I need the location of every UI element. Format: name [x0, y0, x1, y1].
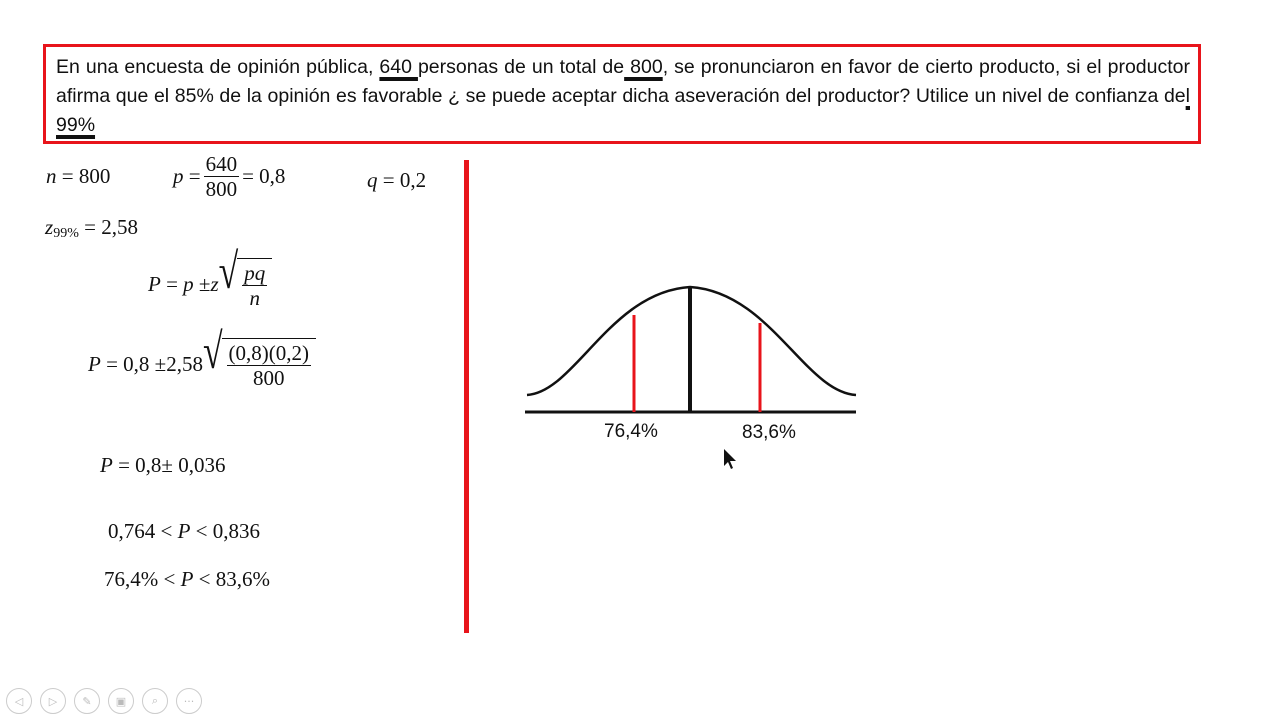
zoom-icon[interactable]: ⌕	[142, 688, 168, 714]
underlined-value: 640	[379, 56, 418, 78]
lt: <	[195, 519, 208, 543]
pm: ±	[198, 271, 211, 296]
P: P	[180, 567, 194, 591]
eq: =	[166, 271, 178, 296]
p: p	[183, 271, 194, 296]
formula-result: P = 0,8 ± 0,036	[100, 453, 225, 478]
mouse-cursor-icon	[724, 449, 736, 469]
value: = 2,58	[84, 215, 138, 239]
sqrt: √ pq n	[219, 246, 273, 310]
numerator: 640	[203, 152, 240, 177]
formula-interval-percent: 76,4% < P < 83,6%	[104, 567, 270, 592]
var: n	[46, 164, 57, 188]
upper: 0,836	[212, 519, 261, 543]
value: = 800	[61, 164, 111, 188]
eq: = 0,8	[106, 351, 150, 376]
formula-interval-decimal: 0,764 < P < 0,836	[108, 519, 260, 544]
formula-q: q = 0,2	[367, 168, 426, 193]
text-segment: En una encuesta de opinión pública,	[56, 56, 380, 78]
pm: ±2,58	[154, 351, 203, 376]
formula-p: p = 640 800 = 0,8	[173, 152, 285, 201]
lhs: P	[88, 351, 101, 376]
formula-general: P = p ± z √ pq n	[148, 246, 273, 310]
underlined-value: 800	[624, 56, 663, 78]
problem-box: En una encuesta de opinión pública, 640 …	[43, 44, 1201, 144]
var: q	[367, 168, 378, 192]
var: p	[173, 164, 184, 188]
formula-n: n = 800	[46, 164, 110, 189]
lhs: P	[148, 271, 161, 296]
P: P	[177, 519, 191, 543]
lt: <	[198, 567, 211, 591]
upper: 83,6%	[215, 567, 271, 591]
subscript: 99%	[53, 225, 79, 241]
upper-limit-label: 83,6%	[742, 422, 796, 443]
var: z	[45, 215, 54, 239]
fraction: 640 800	[203, 152, 240, 201]
previous-icon[interactable]: ◁	[6, 688, 32, 714]
underlined-value: l 99%	[56, 85, 1190, 136]
value: = 0,2	[382, 168, 427, 192]
formula-substitution: P = 0,8 ±2,58 √ (0,8)(0,2) 800	[88, 326, 317, 390]
value: = 0,8	[242, 164, 286, 188]
text-segment: personas de un total de	[417, 56, 625, 78]
lhs: P	[100, 453, 113, 477]
problem-text: En una encuesta de opinión pública, 640 …	[56, 53, 1190, 140]
formula-z: z 99% = 2,58	[45, 215, 138, 241]
eq: =	[188, 164, 201, 188]
lower: 0,764	[108, 519, 156, 543]
next-icon[interactable]: ▷	[40, 688, 66, 714]
text-segment: , se pronunciaron en favor de cierto pro…	[56, 56, 1190, 107]
lt: <	[160, 519, 173, 543]
value: 0,036	[178, 453, 226, 477]
denominator: 800	[205, 177, 238, 201]
eq: = 0,8	[118, 453, 162, 477]
numerator: (0,8)(0,2)	[226, 341, 312, 366]
lower: 76,4%	[104, 567, 159, 591]
numerator: pq	[242, 261, 268, 286]
lt: <	[163, 567, 176, 591]
lower-limit-label: 76,4%	[604, 421, 658, 442]
denominator: n	[249, 286, 260, 310]
slides-icon[interactable]: ▣	[108, 688, 134, 714]
pen-icon[interactable]: ✎	[74, 688, 100, 714]
sqrt: √ (0,8)(0,2) 800	[203, 326, 317, 390]
more-icon[interactable]: ···	[176, 688, 202, 714]
z: z	[210, 271, 219, 296]
divider-line	[464, 160, 469, 633]
denominator: 800	[253, 366, 285, 390]
pm: ±	[161, 453, 173, 477]
slideshow-toolbar: ◁ ▷ ✎ ▣ ⌕ ···	[6, 688, 202, 714]
